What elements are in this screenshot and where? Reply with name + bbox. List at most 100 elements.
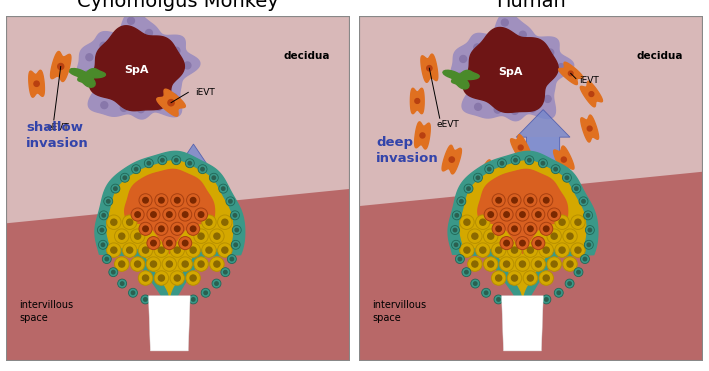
Circle shape bbox=[185, 159, 194, 168]
Circle shape bbox=[167, 240, 172, 246]
Circle shape bbox=[518, 145, 523, 150]
Circle shape bbox=[101, 243, 105, 247]
Circle shape bbox=[542, 78, 549, 85]
Circle shape bbox=[464, 247, 470, 253]
Circle shape bbox=[555, 215, 569, 229]
Circle shape bbox=[484, 208, 497, 221]
Circle shape bbox=[455, 255, 464, 263]
Circle shape bbox=[143, 226, 148, 232]
Polygon shape bbox=[107, 161, 233, 296]
Circle shape bbox=[586, 214, 590, 217]
Circle shape bbox=[167, 261, 172, 267]
Circle shape bbox=[532, 208, 545, 221]
Circle shape bbox=[464, 219, 470, 225]
Circle shape bbox=[108, 267, 118, 277]
Circle shape bbox=[586, 226, 594, 234]
Circle shape bbox=[541, 161, 545, 165]
Circle shape bbox=[543, 275, 549, 281]
Circle shape bbox=[488, 261, 493, 267]
Circle shape bbox=[468, 257, 482, 271]
Polygon shape bbox=[421, 54, 437, 82]
Circle shape bbox=[186, 194, 200, 207]
Circle shape bbox=[143, 197, 148, 203]
Circle shape bbox=[99, 240, 108, 249]
Circle shape bbox=[563, 229, 577, 243]
Text: SpA: SpA bbox=[498, 67, 523, 77]
Circle shape bbox=[161, 158, 164, 162]
Circle shape bbox=[474, 104, 481, 110]
Circle shape bbox=[188, 161, 191, 165]
Circle shape bbox=[558, 64, 564, 70]
Circle shape bbox=[514, 158, 518, 162]
Title: Cynomolgus Monkey: Cynomolgus Monkey bbox=[77, 0, 279, 11]
Circle shape bbox=[130, 229, 145, 243]
Circle shape bbox=[589, 92, 594, 96]
Circle shape bbox=[507, 243, 522, 257]
Polygon shape bbox=[554, 146, 574, 173]
Circle shape bbox=[230, 257, 233, 261]
Circle shape bbox=[504, 212, 509, 217]
Circle shape bbox=[453, 228, 457, 232]
Circle shape bbox=[459, 200, 463, 203]
Circle shape bbox=[474, 173, 482, 182]
Circle shape bbox=[572, 184, 581, 193]
Circle shape bbox=[480, 247, 486, 253]
Circle shape bbox=[562, 157, 566, 162]
Circle shape bbox=[121, 105, 128, 111]
Circle shape bbox=[491, 271, 506, 285]
Text: intervillous
space: intervillous space bbox=[372, 300, 427, 324]
Circle shape bbox=[123, 215, 137, 229]
Polygon shape bbox=[581, 115, 598, 142]
Circle shape bbox=[143, 247, 149, 253]
Circle shape bbox=[141, 295, 150, 304]
Circle shape bbox=[579, 197, 588, 206]
Circle shape bbox=[467, 187, 470, 190]
Circle shape bbox=[459, 56, 467, 62]
Polygon shape bbox=[50, 52, 71, 82]
Circle shape bbox=[501, 161, 503, 165]
Circle shape bbox=[543, 247, 549, 253]
Circle shape bbox=[202, 243, 216, 257]
Text: deep
invasion: deep invasion bbox=[376, 137, 439, 165]
Circle shape bbox=[163, 237, 176, 250]
Circle shape bbox=[101, 102, 108, 109]
Circle shape bbox=[199, 212, 203, 217]
Circle shape bbox=[155, 299, 163, 308]
Circle shape bbox=[182, 212, 188, 217]
Circle shape bbox=[115, 257, 129, 271]
Circle shape bbox=[138, 106, 145, 113]
Circle shape bbox=[111, 219, 117, 225]
Circle shape bbox=[194, 208, 208, 221]
Circle shape bbox=[532, 237, 545, 250]
Circle shape bbox=[554, 288, 563, 297]
Circle shape bbox=[173, 47, 180, 54]
Circle shape bbox=[571, 243, 585, 257]
Circle shape bbox=[223, 270, 227, 274]
Circle shape bbox=[535, 261, 542, 267]
Circle shape bbox=[523, 271, 537, 285]
Polygon shape bbox=[527, 137, 559, 213]
Circle shape bbox=[516, 208, 529, 221]
Circle shape bbox=[533, 39, 540, 46]
Polygon shape bbox=[580, 81, 603, 107]
Circle shape bbox=[420, 133, 425, 138]
Circle shape bbox=[118, 261, 125, 267]
Circle shape bbox=[215, 282, 218, 285]
Circle shape bbox=[190, 275, 196, 281]
Circle shape bbox=[135, 261, 140, 267]
Circle shape bbox=[155, 194, 168, 207]
Circle shape bbox=[135, 233, 140, 239]
Circle shape bbox=[584, 257, 586, 261]
Circle shape bbox=[508, 194, 521, 207]
Circle shape bbox=[529, 105, 536, 112]
Circle shape bbox=[459, 243, 474, 257]
Circle shape bbox=[106, 200, 110, 203]
Circle shape bbox=[174, 247, 180, 253]
Circle shape bbox=[500, 237, 513, 250]
Circle shape bbox=[102, 255, 111, 263]
Circle shape bbox=[563, 257, 577, 271]
Circle shape bbox=[494, 106, 501, 113]
Circle shape bbox=[104, 197, 113, 206]
Circle shape bbox=[464, 184, 473, 193]
Circle shape bbox=[588, 228, 591, 232]
